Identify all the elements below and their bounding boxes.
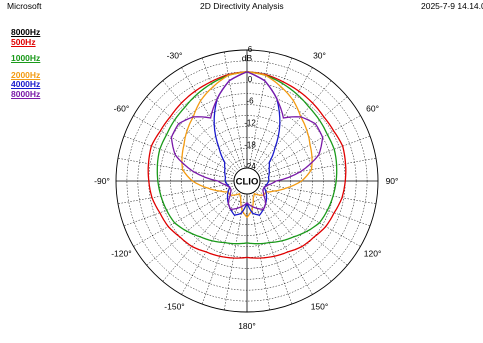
series-line-1000hz-2: [156, 71, 338, 245]
radial-tick-label: 6: [248, 45, 253, 54]
grid-spoke: [246, 80, 332, 182]
series-line-500hz-1: [147, 71, 347, 259]
grid-spoke: [181, 180, 248, 295]
grid-spoke: [246, 57, 293, 182]
angle-tick-label: -90°: [94, 176, 110, 186]
angle-tick-label: -30°: [167, 50, 183, 60]
radial-tick-label: -12: [244, 119, 256, 128]
timestamp: 2025-7-9 14.14.06: [421, 1, 483, 11]
legend-entry-4000hz-4: 4000Hz: [11, 79, 41, 89]
radial-tick-label: 0: [248, 75, 253, 84]
grid-spoke: [246, 180, 293, 305]
radial-tick-label: -6: [246, 97, 254, 106]
tick-labels: -30° 30° -60° 60° -90° 90° -120° 120° -150° 150° 1…: [94, 45, 398, 331]
grid-spoke: [201, 57, 248, 182]
angle-tick-label: 150°: [311, 302, 329, 312]
center-label: CLIO: [236, 177, 259, 188]
legend: 8000Hz 500Hz 1000Hz 2000Hz 4000Hz 8000Hz: [11, 27, 41, 99]
series-line-8000hz-5: [170, 71, 324, 211]
grid-spoke: [246, 180, 371, 227]
brand-label: Microsoft: [7, 1, 42, 11]
angle-tick-label: -60°: [114, 104, 130, 114]
grid-spoke: [181, 67, 248, 182]
angle-tick-label: 90°: [386, 176, 399, 186]
grid-spoke: [224, 51, 248, 182]
angle-tick-label: 30°: [313, 50, 326, 60]
angle-tick-label: -120°: [111, 249, 131, 259]
radial-tick-label: -24: [244, 162, 256, 171]
grid-spoke: [162, 180, 248, 282]
center-badge: CLIO: [233, 167, 261, 195]
legend-entry-1000hz-2: 1000Hz: [11, 53, 41, 63]
grid-spoke: [246, 180, 332, 282]
angle-tick-label: -150°: [164, 302, 184, 312]
grid-spoke: [246, 51, 270, 182]
grid-spoke: [123, 180, 248, 227]
grid-spoke: [224, 180, 248, 311]
grid-spoke: [246, 67, 313, 182]
angle-tick-label: 60°: [366, 104, 379, 114]
angle-tick-label: 120°: [364, 249, 382, 259]
grid-spoke: [246, 96, 348, 182]
series-layer: [147, 71, 347, 259]
angle-tick-label: 180°: [238, 321, 256, 331]
grid-spoke: [162, 80, 248, 182]
grid-spoke: [246, 135, 371, 182]
center-circle: [233, 167, 261, 195]
grid-spoke: [246, 115, 361, 182]
series-line-2000hz-3: [181, 71, 313, 219]
legend-entry-2000hz-3: 2000Hz: [11, 69, 41, 80]
legend-entry-8000hz-0: 8000Hz: [11, 27, 41, 37]
legend-entry-500hz-1: 500Hz: [11, 36, 36, 47]
grid-spoke: [146, 96, 248, 182]
grid-spoke: [246, 180, 313, 295]
grid-spoke: [133, 115, 248, 182]
grid-spoke: [123, 135, 248, 182]
grid-spoke: [246, 180, 270, 311]
grid-spoke: [201, 180, 248, 305]
plot-title: 2D Directivity Analysis: [200, 1, 284, 11]
radial-tick-label: -18: [244, 140, 256, 149]
legend-entry-8000hz-5: 8000Hz: [11, 88, 41, 99]
radial-unit-label: dB: [242, 53, 253, 63]
